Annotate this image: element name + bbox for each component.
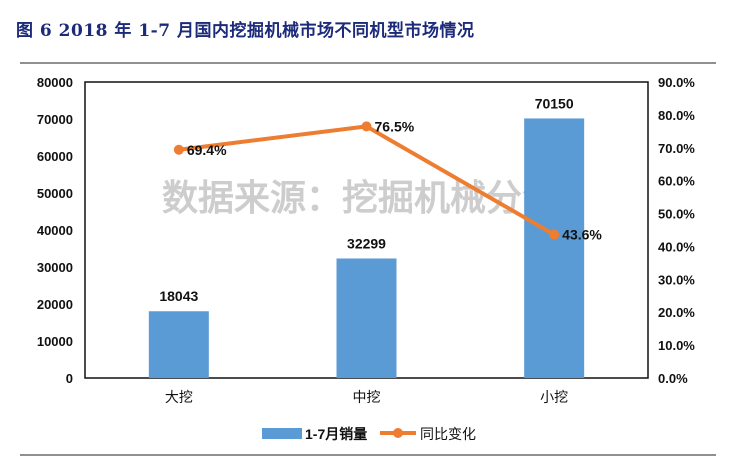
watermark: 数据来源：挖掘机械分会 bbox=[162, 177, 558, 218]
left-tick-label: 70000 bbox=[37, 112, 73, 127]
right-tick-label: 30.0% bbox=[658, 272, 695, 287]
right-tick-label: 0.0% bbox=[658, 371, 688, 386]
right-tick-label: 50.0% bbox=[658, 207, 695, 222]
bar-data-label: 32299 bbox=[347, 235, 386, 251]
line-point-中挖 bbox=[361, 121, 372, 132]
left-tick-label: 50000 bbox=[37, 186, 73, 201]
line-data-label: 43.6% bbox=[562, 227, 602, 243]
right-tick-label: 80.0% bbox=[658, 108, 695, 123]
legend-line-label: 同比变化 bbox=[420, 426, 476, 442]
right-tick-label: 10.0% bbox=[658, 338, 695, 353]
left-tick-label: 0 bbox=[66, 371, 73, 386]
right-tick-label: 70.0% bbox=[658, 141, 695, 156]
category-label: 中挖 bbox=[353, 389, 381, 405]
legend-line-marker bbox=[393, 428, 403, 438]
category-label: 大挖 bbox=[165, 389, 193, 405]
bar-小挖 bbox=[524, 118, 585, 378]
right-tick-label: 60.0% bbox=[658, 174, 695, 189]
figure-title: 图 6 2018 年 1-7 月国内挖掘机械市场不同机型市场情况 bbox=[16, 21, 475, 41]
bar-data-label: 70150 bbox=[535, 95, 574, 111]
left-tick-label: 80000 bbox=[37, 75, 73, 90]
left-tick-label: 40000 bbox=[37, 223, 73, 238]
line-data-label: 76.5% bbox=[375, 118, 415, 134]
line-data-label: 69.4% bbox=[187, 142, 227, 158]
right-tick-label: 40.0% bbox=[658, 239, 695, 254]
bar-data-label: 18043 bbox=[159, 288, 198, 304]
bar-大挖 bbox=[148, 311, 209, 378]
right-tick-label: 20.0% bbox=[658, 305, 695, 320]
left-tick-label: 60000 bbox=[37, 149, 73, 164]
line-point-大挖 bbox=[173, 144, 184, 155]
category-label: 小挖 bbox=[540, 389, 568, 405]
bar-中挖 bbox=[336, 258, 397, 378]
left-tick-label: 30000 bbox=[37, 260, 73, 275]
left-tick-label: 10000 bbox=[37, 334, 73, 349]
legend-bar-label: 1-7月销量 bbox=[305, 426, 367, 442]
legend-bar-swatch bbox=[262, 428, 302, 439]
line-point-小挖 bbox=[549, 229, 560, 240]
right-tick-label: 90.0% bbox=[658, 75, 695, 90]
left-tick-label: 20000 bbox=[37, 297, 73, 312]
